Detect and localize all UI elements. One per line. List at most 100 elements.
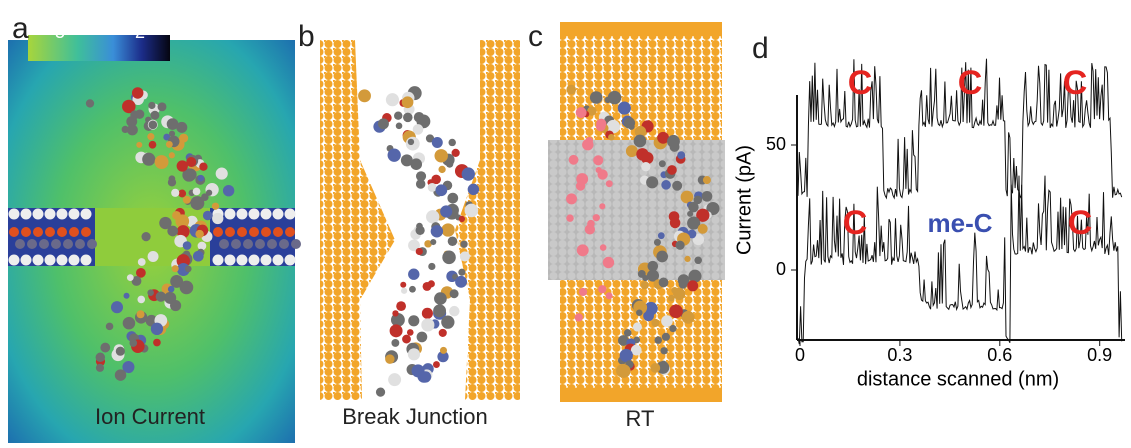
atom <box>675 241 684 250</box>
atom <box>656 251 668 263</box>
atom <box>434 149 447 162</box>
atom <box>430 239 436 245</box>
atom <box>646 176 658 188</box>
atom <box>687 280 698 291</box>
atom <box>69 255 80 266</box>
panel-caption: Ion Current <box>95 404 205 429</box>
atom <box>661 315 673 327</box>
base-label: C <box>958 64 983 102</box>
atom <box>392 310 398 316</box>
atom <box>409 286 416 293</box>
atom <box>575 313 583 321</box>
atom <box>81 255 92 266</box>
atom <box>587 220 595 228</box>
atom <box>433 361 440 368</box>
atom <box>385 354 394 363</box>
atom <box>688 270 701 283</box>
atom <box>431 225 443 237</box>
atom <box>127 274 134 281</box>
atom <box>193 188 201 196</box>
atom <box>442 251 456 265</box>
y-axis-label: Current (pA) <box>733 145 755 255</box>
atom <box>96 353 105 362</box>
atom <box>428 280 435 287</box>
atom <box>150 111 159 120</box>
atom <box>45 255 56 266</box>
atom <box>660 347 667 354</box>
atom <box>462 167 475 180</box>
base-label: C <box>848 64 873 102</box>
atom <box>634 135 647 148</box>
atom <box>416 179 425 188</box>
panel-letter: a <box>12 12 29 45</box>
atom <box>27 239 37 249</box>
atom <box>179 134 188 143</box>
atom <box>81 209 92 220</box>
atom <box>408 139 414 145</box>
colorbar <box>28 35 170 61</box>
atom <box>407 329 414 336</box>
atom <box>261 209 272 220</box>
atom <box>185 266 192 273</box>
atom <box>669 325 676 332</box>
atom <box>273 209 284 220</box>
atom <box>267 239 277 249</box>
figure: 5 2 a Ion Current b Break Junction c RT … <box>0 0 1131 443</box>
current-trace <box>798 176 1122 345</box>
atom <box>213 227 223 237</box>
atom <box>249 227 259 237</box>
atom <box>654 239 661 246</box>
atom <box>641 162 650 171</box>
atom <box>167 226 178 237</box>
base-label: C <box>843 204 868 242</box>
atom <box>641 281 649 289</box>
atom <box>193 251 204 262</box>
atom <box>596 119 606 129</box>
atom <box>642 275 648 281</box>
atom <box>569 155 579 165</box>
atom <box>400 282 406 288</box>
atom <box>176 122 187 133</box>
atom <box>225 227 235 237</box>
atom <box>590 91 603 104</box>
atom <box>147 289 154 296</box>
atom <box>273 255 284 266</box>
atom <box>636 309 643 316</box>
atom <box>459 216 465 222</box>
atom <box>703 176 711 184</box>
atom <box>237 227 247 237</box>
atom <box>608 134 614 140</box>
atom <box>123 317 136 330</box>
x-tick-label: 0.6 <box>987 345 1012 365</box>
atom <box>672 181 682 191</box>
atom <box>116 347 125 356</box>
y-tick-label: 0 <box>776 259 786 279</box>
atom <box>249 209 260 220</box>
atom <box>682 311 695 324</box>
atom <box>9 255 20 266</box>
base-label: me-C <box>927 208 992 238</box>
atom <box>148 251 159 262</box>
atom <box>21 209 32 220</box>
atom <box>199 163 207 171</box>
atom <box>279 239 289 249</box>
atom <box>396 123 403 130</box>
atom <box>679 280 688 289</box>
atom <box>148 102 155 109</box>
atom <box>650 363 660 373</box>
atom <box>598 285 606 293</box>
atom <box>243 239 253 249</box>
atom <box>662 333 670 341</box>
atom <box>416 248 423 255</box>
atom <box>440 347 447 354</box>
atom <box>75 239 85 249</box>
atom <box>21 227 31 237</box>
atom <box>212 213 223 224</box>
atom <box>633 322 642 331</box>
atom <box>677 151 685 159</box>
atom <box>45 227 55 237</box>
atom <box>358 89 371 102</box>
atom <box>417 332 428 343</box>
atom <box>428 263 435 270</box>
atom <box>421 318 434 331</box>
